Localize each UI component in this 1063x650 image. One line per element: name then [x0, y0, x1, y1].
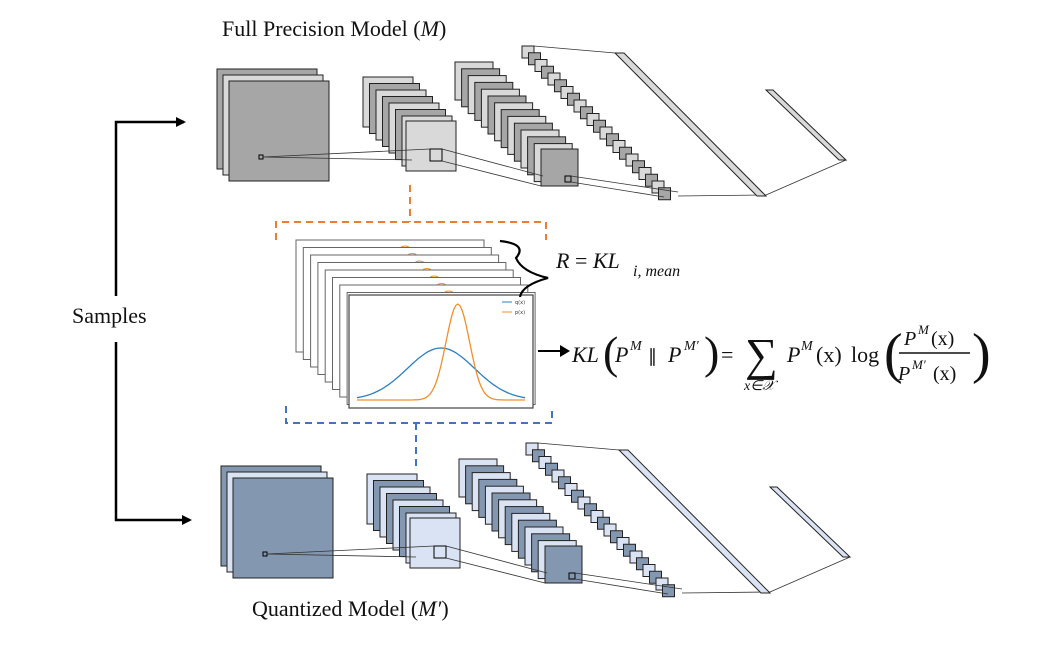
- samples-label: Samples: [72, 303, 147, 328]
- samples-bracket: [114, 117, 192, 525]
- svg-text:(: (: [884, 323, 903, 385]
- svg-text:P: P: [786, 342, 800, 367]
- input-layer: [232, 477, 334, 579]
- layer-connector: [765, 159, 847, 196]
- layer-connector: [769, 556, 851, 593]
- layer-connector: [574, 572, 683, 590]
- curly-brace: [499, 239, 549, 298]
- fc-layer-2: [764, 89, 848, 161]
- conv-layer-2: [544, 545, 583, 584]
- svg-text:P: P: [614, 342, 628, 367]
- layer-connector: [574, 578, 669, 595]
- q-distribution-curve: [356, 347, 526, 399]
- svg-text:P: P: [903, 328, 916, 350]
- full-precision-network: [216, 45, 848, 201]
- plot-legend: q(x) p(x): [502, 300, 525, 316]
- orange-curve-peek: [415, 260, 424, 263]
- layer-connector: [677, 194, 767, 197]
- svg-text:x∈𝒳: x∈𝒳: [743, 379, 778, 394]
- regularizer-equation: R = KL i, mean: [555, 248, 680, 280]
- fc-layer-2: [768, 486, 852, 558]
- svg-text:M: M: [629, 339, 643, 354]
- svg-text:P: P: [667, 342, 681, 367]
- receptive-field: [564, 175, 572, 183]
- orange-curve-peek: [429, 275, 439, 278]
- distribution-plot-stack: q(x) p(x): [295, 239, 536, 409]
- orange-curve-peek: [400, 245, 410, 248]
- svg-text:(x): (x): [816, 342, 842, 367]
- svg-text:(: (: [603, 327, 618, 378]
- receptive-field: [433, 545, 447, 559]
- layer-connector: [441, 148, 544, 177]
- svg-text:R = KL: R = KL: [555, 248, 620, 273]
- conv-layer-1: [405, 120, 457, 172]
- layer-connector: [681, 591, 771, 594]
- fc-layer-1: [613, 52, 768, 197]
- orange-curve-peek: [444, 290, 454, 293]
- layer-connector: [445, 545, 548, 574]
- fc-layer-1: [617, 449, 772, 594]
- orange-curve-peek: [408, 253, 417, 255]
- blue-dashed-bracket: [285, 406, 553, 470]
- svg-text:∑: ∑: [745, 329, 778, 380]
- svg-text:M′: M′: [911, 357, 926, 372]
- svg-text:(x): (x): [933, 363, 956, 385]
- layer-connector: [266, 553, 417, 558]
- svg-text:log: log: [851, 342, 879, 367]
- orange-curve-peek: [422, 268, 432, 270]
- p-distribution-curve: [357, 303, 525, 401]
- orange-dashed-bracket: [275, 185, 547, 240]
- layer-connector: [262, 148, 431, 158]
- quantized-title: Quantized Model (M′): [252, 596, 449, 621]
- svg-text:P: P: [897, 363, 910, 385]
- kl-arrow: [538, 345, 570, 357]
- legend-label: p(x): [515, 310, 525, 316]
- full-precision-title: Full Precision Model (M): [222, 16, 447, 41]
- kl-divergence-formula: KL ( P M ∥ P M′ ) = ∑ x∈𝒳 P M (x) log ( …: [571, 322, 991, 394]
- layer-connector: [262, 156, 413, 161]
- layer-connector: [266, 545, 435, 555]
- legend-label: q(x): [515, 300, 525, 306]
- conv-layer-1: [409, 517, 461, 569]
- front-plot-frame: [348, 294, 534, 409]
- layer-connector: [533, 45, 616, 54]
- layer-connector: [570, 175, 679, 193]
- svg-text:∥: ∥: [648, 346, 657, 366]
- svg-text:M: M: [917, 322, 930, 337]
- receptive-field: [568, 572, 576, 580]
- svg-text:): ): [704, 327, 719, 378]
- layer-connector: [445, 557, 546, 584]
- svg-text:KL: KL: [571, 342, 599, 367]
- svg-text:(x): (x): [931, 328, 954, 350]
- layer-connector: [441, 160, 542, 187]
- input-layer: [228, 80, 330, 182]
- layer-connector: [570, 181, 665, 198]
- svg-text:M: M: [800, 339, 814, 354]
- svg-text:=: =: [721, 342, 733, 367]
- receptive-field: [429, 148, 443, 162]
- conv-layer-2: [540, 148, 579, 187]
- svg-text:M′: M′: [683, 339, 700, 354]
- quantized-network: [220, 442, 852, 598]
- svg-text:): ): [972, 323, 991, 385]
- orange-curve-peek: [437, 283, 446, 285]
- svg-text:i, mean: i, mean: [633, 263, 680, 280]
- layer-connector: [537, 442, 620, 451]
